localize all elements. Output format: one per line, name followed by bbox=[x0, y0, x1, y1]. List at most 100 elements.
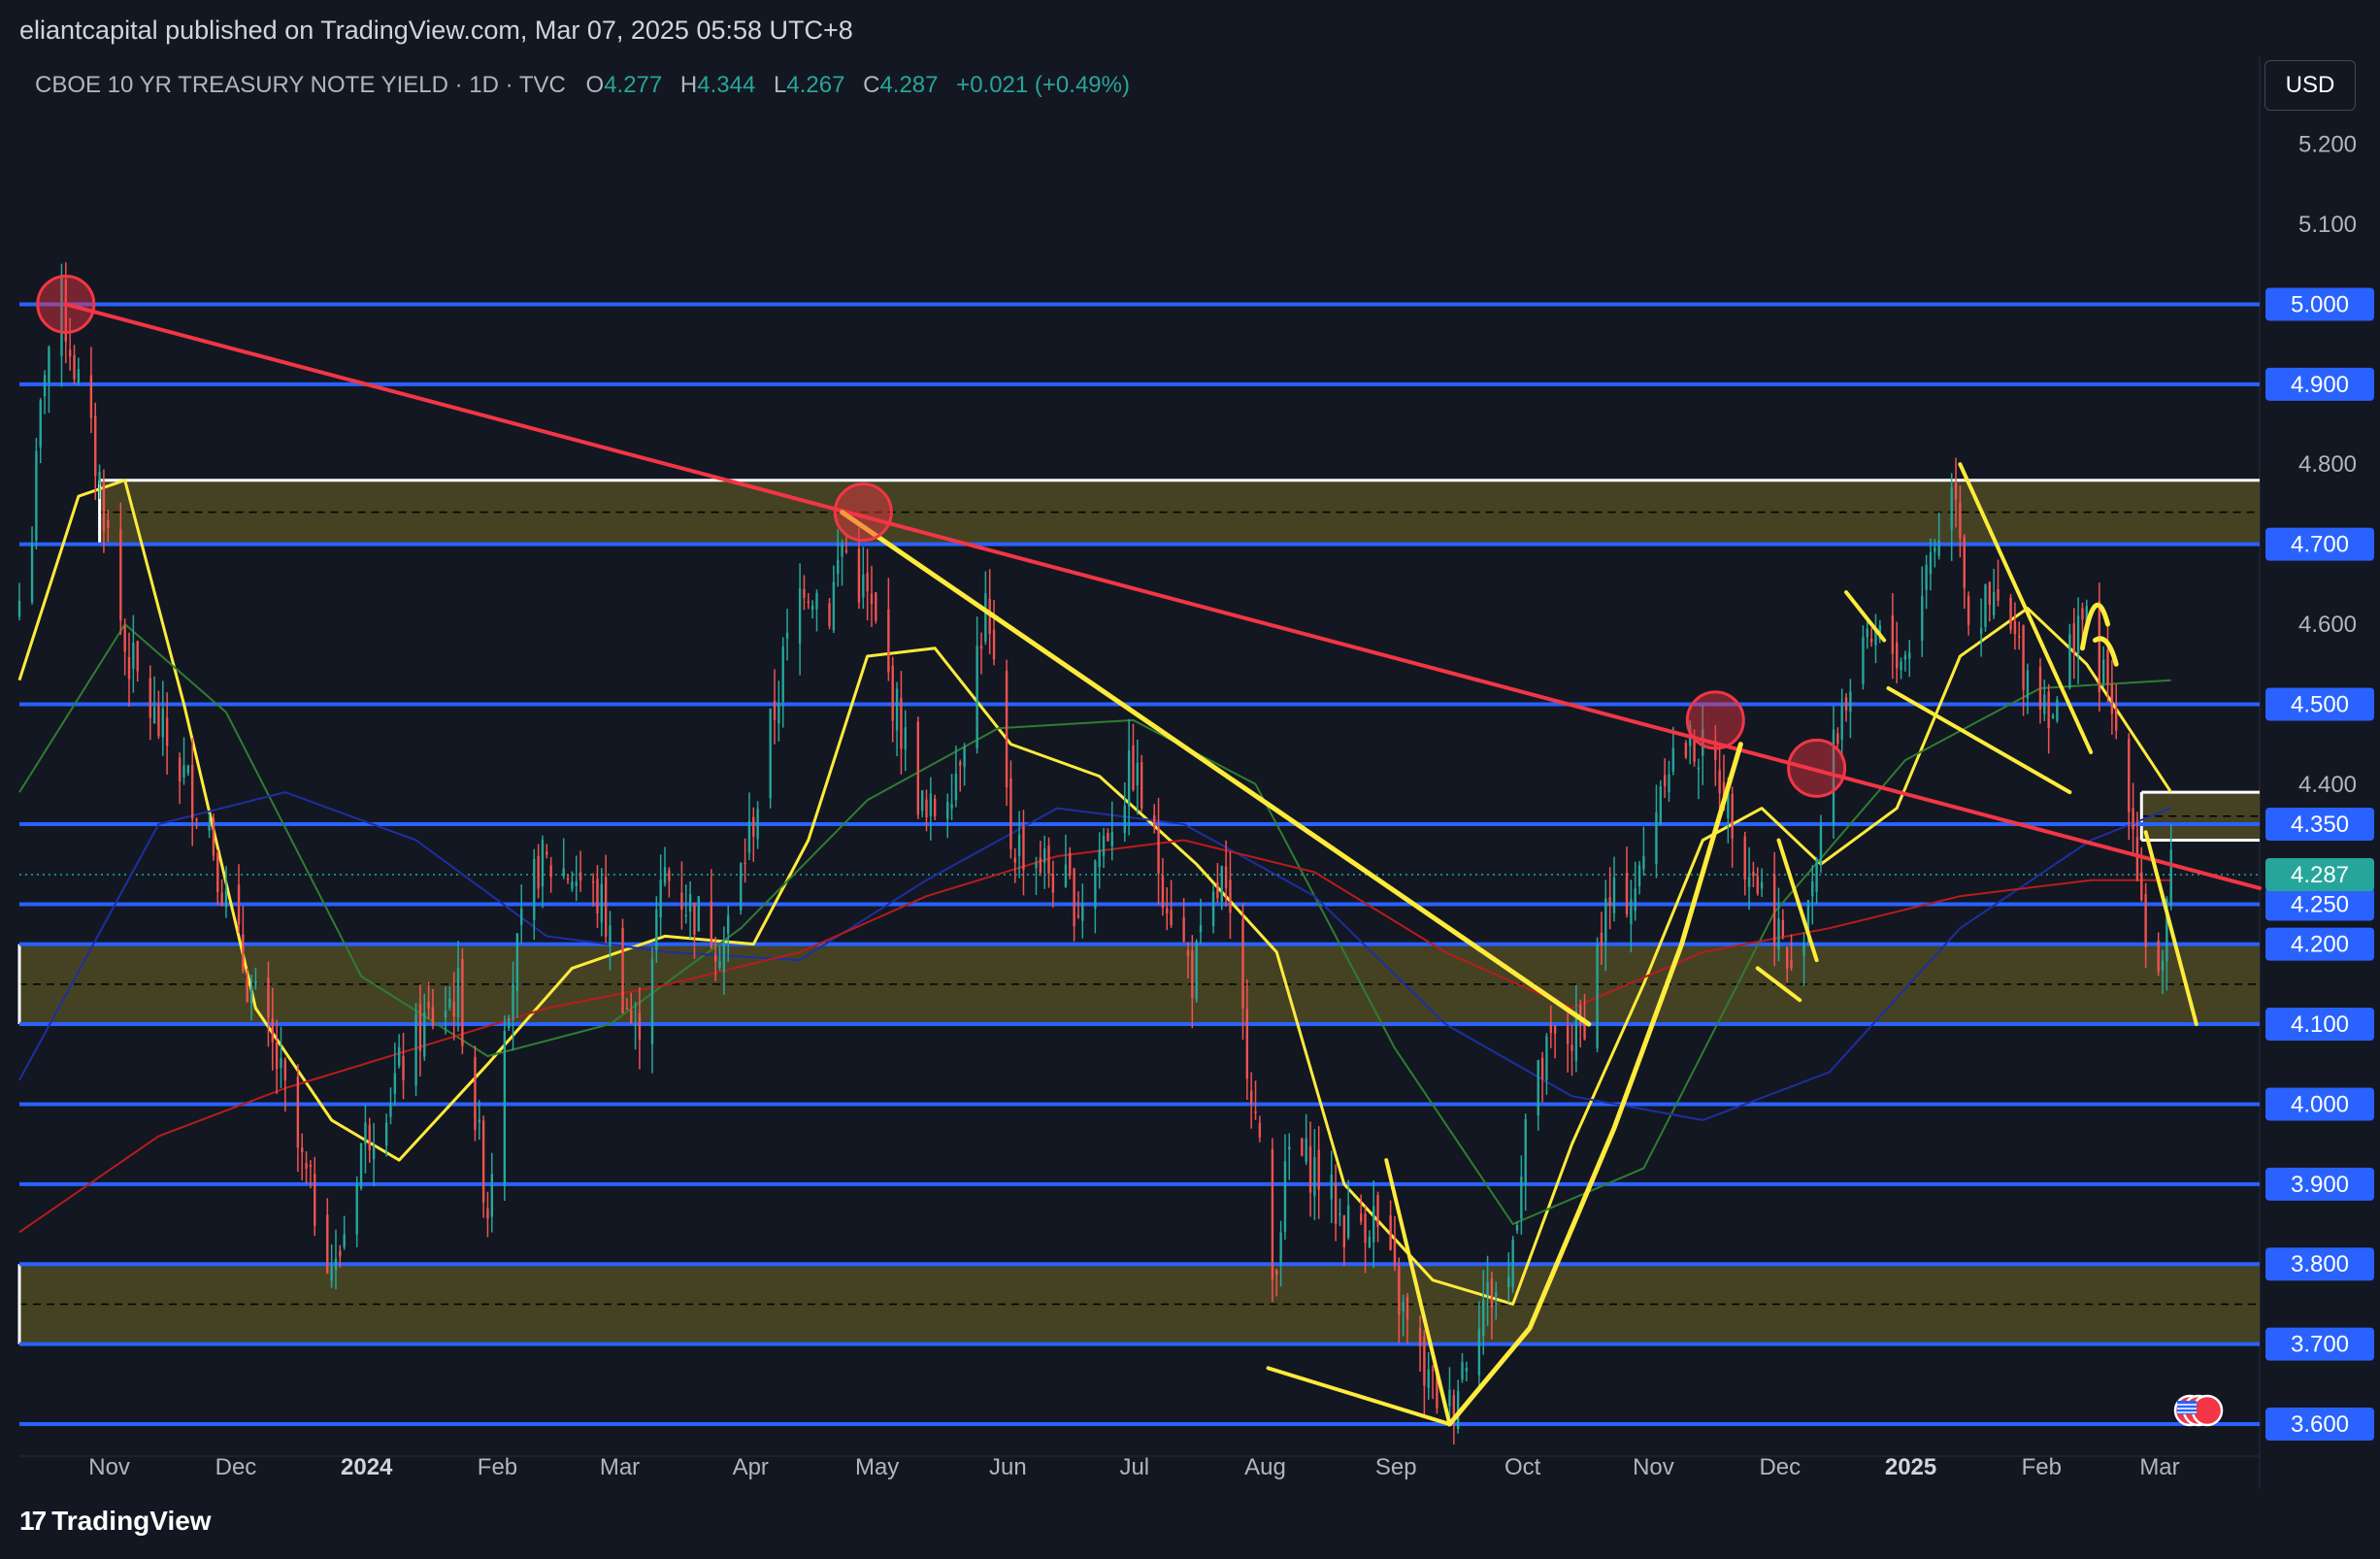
candle-body bbox=[1790, 960, 1793, 969]
candle-body bbox=[1035, 862, 1038, 869]
candle-body bbox=[444, 1010, 447, 1018]
candle-body bbox=[1684, 743, 1688, 758]
candle-body bbox=[1301, 1138, 1304, 1156]
candle-body bbox=[1832, 729, 1835, 826]
symbol-title[interactable]: CBOE 10 YR TREASURY NOTE YIELD · 1D · TV… bbox=[35, 72, 566, 98]
published-by-text: eliantcapital published on TradingView.c… bbox=[19, 16, 853, 45]
candle-body bbox=[98, 471, 101, 485]
candle-body bbox=[1317, 1149, 1320, 1190]
candle-body bbox=[549, 865, 552, 878]
candle-body bbox=[431, 1007, 435, 1026]
candle-body bbox=[1921, 596, 1924, 642]
candle-body bbox=[414, 1013, 417, 1086]
candle-body bbox=[1465, 1368, 1469, 1372]
candle-body bbox=[2056, 699, 2059, 721]
trendline bbox=[1886, 685, 2072, 795]
candle-body bbox=[423, 1012, 426, 1057]
candle-body bbox=[862, 575, 865, 598]
level-price-label: 4.500 bbox=[2291, 691, 2349, 717]
candle-body bbox=[578, 872, 582, 880]
time-axis-label: Mar bbox=[2139, 1454, 2179, 1480]
candle-body bbox=[1436, 1371, 1438, 1409]
trendline bbox=[63, 302, 2262, 890]
candle-body bbox=[1110, 832, 1113, 846]
candle-body bbox=[2101, 659, 2105, 683]
candle-body bbox=[1199, 925, 1203, 933]
candle-body bbox=[1427, 1369, 1430, 1388]
candle-body bbox=[2132, 808, 2134, 830]
level-price-tag bbox=[2265, 367, 2374, 401]
close-value: 4.287 bbox=[879, 72, 939, 98]
candle-body bbox=[132, 642, 135, 670]
candle-body bbox=[1772, 874, 1776, 946]
candle-body bbox=[1637, 865, 1641, 886]
candle-body bbox=[39, 400, 42, 448]
trendline bbox=[1958, 462, 2094, 754]
candle-body bbox=[803, 589, 806, 598]
candle-body bbox=[1245, 1009, 1249, 1079]
candle-body bbox=[1069, 852, 1072, 876]
candle-body bbox=[296, 1077, 300, 1148]
trendlines[interactable] bbox=[63, 302, 2262, 1427]
candle-body bbox=[591, 880, 595, 883]
candle-body bbox=[609, 925, 612, 946]
candle-body bbox=[280, 1058, 282, 1068]
candle-body bbox=[1161, 876, 1165, 909]
candle-body bbox=[30, 542, 34, 603]
candle-body bbox=[1153, 814, 1156, 828]
candle-body bbox=[2081, 608, 2084, 620]
time-axis[interactable]: Nov Dec 2024 Feb Mar Apr May Jun Jul Aug Sep Oct Nov… bbox=[19, 1454, 2260, 1480]
candle-body bbox=[182, 765, 185, 778]
candle-body bbox=[541, 840, 545, 887]
candle-body bbox=[1486, 1282, 1489, 1296]
candle-body bbox=[1896, 642, 1899, 669]
candle-body bbox=[275, 1042, 279, 1070]
candle-body bbox=[1934, 547, 1936, 552]
candle-body bbox=[713, 954, 717, 962]
candle-body bbox=[503, 1031, 507, 1186]
candle-body bbox=[718, 960, 721, 968]
candle-body bbox=[684, 914, 687, 916]
candle-body bbox=[1802, 943, 1805, 957]
candle-body bbox=[810, 605, 814, 611]
candle-body bbox=[1836, 733, 1839, 745]
price-axis-label: 4.600 bbox=[2298, 612, 2357, 638]
high-value: 4.344 bbox=[697, 72, 756, 98]
price-axis[interactable]: 5.200 5.100 4.800 4.600 4.400 5.000 4.900 4.700… bbox=[2265, 132, 2374, 1442]
candle-body bbox=[334, 1258, 338, 1271]
candle-body bbox=[1844, 697, 1848, 711]
candle-body bbox=[486, 1208, 489, 1219]
candle-body bbox=[267, 978, 270, 1018]
candle-body bbox=[1815, 858, 1818, 892]
candle-body bbox=[1874, 630, 1877, 646]
tradingview-logo[interactable]: 17 TradingView bbox=[19, 1506, 212, 1537]
currency-button[interactable]: USD bbox=[2264, 60, 2356, 111]
candle-body bbox=[1043, 848, 1046, 863]
candle-body bbox=[2018, 636, 2021, 638]
candle-body bbox=[1929, 552, 1933, 575]
candle-body bbox=[1477, 1328, 1481, 1376]
circle-marker bbox=[833, 482, 893, 543]
level-price-tag bbox=[2265, 287, 2374, 321]
candle-body bbox=[1456, 1390, 1460, 1430]
candle-body bbox=[2068, 634, 2071, 688]
candle-body bbox=[1570, 1045, 1573, 1051]
candle-body bbox=[1431, 1369, 1435, 1372]
header-bar: eliantcapital published on TradingView.c… bbox=[0, 0, 2380, 56]
level-price-label: 3.600 bbox=[2291, 1411, 2349, 1438]
candle-body bbox=[77, 369, 81, 383]
level-price-label: 4.200 bbox=[2291, 932, 2349, 958]
price-axis-label: 4.800 bbox=[2298, 451, 2357, 478]
economic-events-icon[interactable] bbox=[2173, 1394, 2224, 1427]
candle-body bbox=[650, 959, 654, 1045]
circle-markers[interactable] bbox=[36, 274, 1847, 798]
curve-annotation bbox=[2079, 602, 2111, 651]
candle-body bbox=[1094, 860, 1097, 910]
candle-body bbox=[600, 883, 604, 923]
candle-body bbox=[102, 482, 106, 532]
candle-body bbox=[1249, 1090, 1253, 1105]
candle-body bbox=[191, 764, 194, 819]
candle-body bbox=[744, 862, 746, 865]
candle-body bbox=[520, 908, 523, 925]
